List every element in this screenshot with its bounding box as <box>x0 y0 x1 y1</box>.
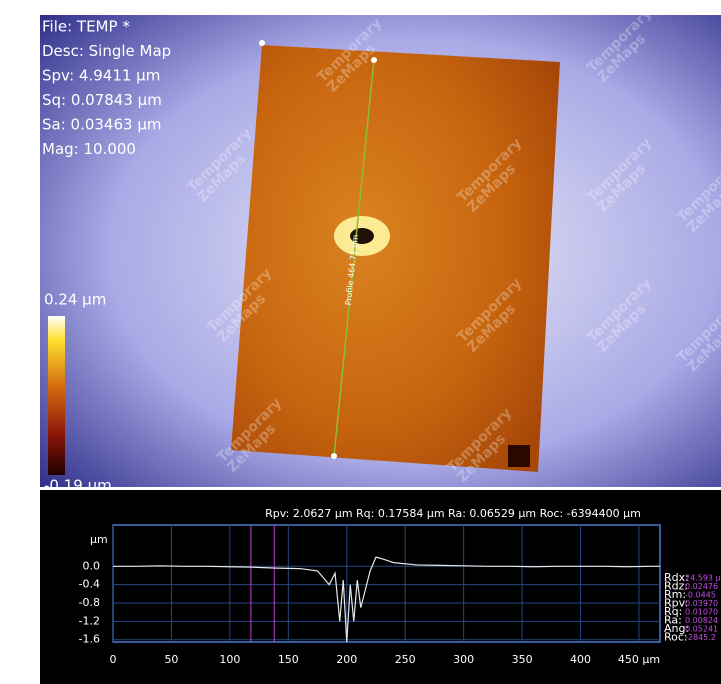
map-feature <box>508 445 530 467</box>
x-tick-label: 400 <box>570 653 591 666</box>
info-line: Desc: Single Map <box>42 42 171 60</box>
info-line: Sq: 0.07843 µm <box>42 91 162 109</box>
info-line: Mag: 10.000 <box>42 140 136 158</box>
map-handle[interactable] <box>259 40 265 46</box>
colorbar <box>48 316 65 475</box>
y-tick-label: 0.0 <box>83 559 101 572</box>
profile-handle[interactable] <box>331 453 337 459</box>
x-tick-label: 450 µm <box>618 653 660 666</box>
y-tick-label: -1.6 <box>79 633 100 646</box>
info-line: Spv: 4.9411 µm <box>42 67 160 85</box>
y-tick-label: -0.8 <box>79 596 100 609</box>
colorbar-max: 0.24 µm <box>44 291 106 309</box>
x-tick-label: 250 <box>395 653 416 666</box>
x-tick-label: 300 <box>453 653 474 666</box>
x-tick-label: 100 <box>219 653 240 666</box>
profile-stats: Rpv: 2.0627 µm Rq: 0.17584 µm Ra: 0.0652… <box>265 507 641 520</box>
y-tick-label: -0.4 <box>79 578 100 591</box>
x-tick-label: 0 <box>110 653 117 666</box>
y-tick-label: -1.2 <box>79 614 100 627</box>
x-tick-label: 50 <box>164 653 178 666</box>
profile-handle[interactable] <box>371 57 377 63</box>
x-tick-label: 200 <box>336 653 357 666</box>
page: TemporaryZeMapsTemporaryZeMapsTemporaryZ… <box>0 0 721 684</box>
x-tick-label: 350 <box>512 653 533 666</box>
x-tick-label: 150 <box>278 653 299 666</box>
app-view: TemporaryZeMapsTemporaryZeMapsTemporaryZ… <box>0 0 721 684</box>
roughness-panel: Rdx:24.593 µRdz:0.02476Rm:-0.0445Rpv:0.0… <box>664 571 721 644</box>
y-unit: µm <box>90 533 108 546</box>
roughness-value: -2845.2 <box>685 633 716 642</box>
info-line: File: TEMP * <box>42 18 130 36</box>
info-line: Sa: 0.03463 µm <box>42 116 162 134</box>
